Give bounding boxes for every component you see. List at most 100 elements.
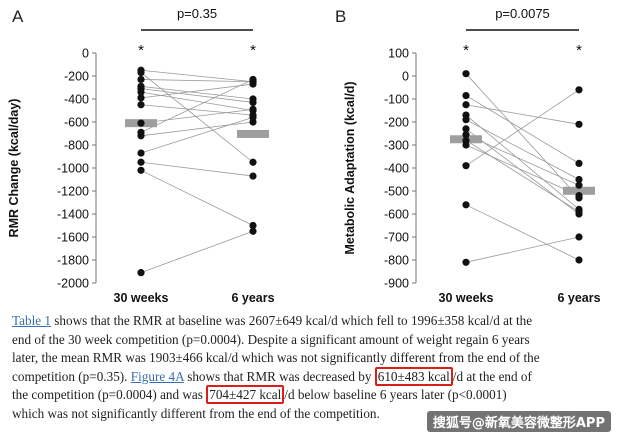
panel-a-y-tick-label: -1200 [57, 185, 89, 199]
panel-b-pair-line [465, 73, 580, 199]
panel-b-x-label-6-years: 6 years [557, 291, 600, 305]
panel-b-y-tick-label: 0 [402, 70, 409, 84]
panel-b-point-30-weeks [462, 141, 470, 149]
panel-a-point-30-weeks [137, 166, 145, 174]
panel-a-pair-line [140, 117, 254, 154]
panel-a-pair-line [140, 108, 254, 124]
panel-b-point-30-weeks [462, 131, 470, 139]
panel-b-point-30-weeks [462, 70, 470, 78]
panel-b-y-tick-label: -100 [384, 93, 409, 107]
panel-a-pair-line [140, 79, 254, 133]
panel-b-p-value: p=0.0075 [495, 6, 550, 21]
panel-b-point-6-years [575, 256, 583, 264]
panel-b-pair-line [465, 114, 580, 210]
panel-b-point-6-years [575, 175, 583, 184]
panel-b-point-30-weeks [462, 116, 470, 124]
panel-a-pair-line [140, 69, 254, 83]
panel-a-y-tick-label: -1400 [57, 208, 89, 222]
panel-b-point-30-weeks [462, 162, 470, 170]
highlight-box-610: 610±483 kcal [374, 366, 453, 386]
panel-a-y-tick-label: -1000 [57, 162, 89, 176]
panel-b-point-30-weeks [462, 91, 470, 100]
panel-b-point-6-years [575, 120, 583, 128]
panel-a-y-axis-title: RMR Change (kcal/day) [7, 99, 21, 238]
paragraph-line-2: end of the 30 week competition (p=0.0004… [12, 331, 530, 347]
panel-b-pair-line [465, 119, 580, 180]
panel-a-mean-bar-6-years [237, 129, 269, 138]
panel-a-y-tick-label: -400 [64, 93, 89, 107]
panel-a-y-tick-label: -1600 [57, 231, 89, 245]
panel-b-point-30-weeks [462, 101, 470, 109]
panel-a-y-tick-label: -2000 [57, 277, 89, 291]
watermark: 搜狐号@新氧美容微整形APP [426, 411, 611, 432]
panel-a-pair-line [140, 91, 254, 111]
panel-b-point-6-years [575, 208, 583, 216]
paragraph-line-3: later, the mean RMR was 1903±466 kcal/d … [12, 350, 540, 366]
panel-a-pair-line [140, 169, 254, 226]
panel-a-point-6-years [249, 98, 257, 107]
panel-b-point-6-years [575, 233, 583, 241]
panel-b-pair-line [465, 89, 580, 167]
panel-b-y-tick-label: -800 [384, 254, 409, 268]
panel-b-point-6-years [575, 192, 583, 200]
paragraph-line-5a: the competition (p=0.0004) and was [12, 387, 207, 403]
panel-a-point-30-weeks [137, 94, 145, 102]
panel-a-asterisk-6-years: * [250, 42, 256, 59]
panel-b-pair-line [465, 134, 580, 186]
table-1-link[interactable]: Table 1 [12, 313, 51, 328]
panel-a-pair-line [140, 72, 254, 163]
panel-a-pair-line [140, 83, 254, 99]
panel-a-panel-label: A [12, 7, 24, 26]
panel-b-y-axis-title: Metabolic Adaptation (kcal/d) [343, 81, 357, 254]
panel-a-asterisk-30-weeks: * [138, 42, 144, 59]
panel-a-point-30-weeks [137, 149, 145, 157]
panel-a-pair-line [140, 85, 254, 100]
paragraph-line-4e: /d at the end of [452, 368, 532, 384]
panel-a-pair-line [140, 104, 254, 116]
highlight-box-704: 704±427 kcal [206, 385, 285, 405]
panel-b-pair-line [465, 95, 580, 164]
panel-b-pair-line [465, 236, 580, 263]
paragraph-line-5c: /d below baseline 6 years later (p<0.000… [284, 387, 507, 403]
paragraph-line-6: which was not significantly different fr… [12, 405, 380, 421]
panel-a-point-30-weeks [137, 101, 145, 109]
panel-b-point-6-years [575, 159, 583, 167]
panel-a-point-30-weeks [137, 132, 145, 140]
panel-a-pair-line [140, 161, 254, 177]
panel-a-point-6-years [249, 227, 257, 235]
panel-a-point-6-years [249, 158, 257, 166]
panel-b-y-tick-label: -700 [384, 231, 409, 245]
panel-a-point-30-weeks [137, 88, 145, 96]
figure-4a-link[interactable]: Figure 4A [130, 368, 184, 384]
panel-a-y-tick-label: 0 [82, 47, 89, 61]
panel-a-point-6-years [249, 105, 257, 113]
panel-a-x-label-6-years: 6 years [231, 291, 274, 305]
panel-a-pair-line [140, 230, 254, 274]
body-paragraph: Table 1 shows that the RMR at baseline w… [12, 312, 612, 424]
panel-b-point-30-weeks [462, 258, 470, 266]
panel-b-y-tick-label: -200 [384, 116, 409, 130]
panel-b-pair-line [465, 104, 580, 125]
panel-a-y-tick-label: -1800 [57, 254, 89, 268]
panel-b-pair-line [465, 140, 580, 213]
panel-a-x-label-30-weeks: 30 weeks [114, 291, 169, 305]
panel-a-pair-line [140, 88, 254, 103]
panel-a-point-6-years [249, 221, 257, 230]
panel-b-asterisk-30-weeks: * [463, 42, 469, 59]
panel-b-y-tick-label: -900 [384, 277, 409, 291]
panel-b-y-tick-label: -400 [384, 162, 409, 176]
panel-b-y-tick-label: -600 [384, 208, 409, 222]
panel-b-point-6-years [575, 86, 583, 94]
panel-b-mean-bar-6-years [563, 186, 595, 195]
panel-a-point-6-years [249, 172, 257, 180]
panel-b-y-tick-label: 100 [388, 47, 409, 61]
panel-a-pair-line [140, 121, 254, 137]
paragraph-line-4c: shows that RMR was decreased by [183, 368, 375, 384]
panel-b-point-6-years [575, 181, 583, 189]
panel-a-point-6-years [249, 75, 257, 84]
panel-b-point-30-weeks [462, 125, 470, 133]
panel-b-panel-label: B [335, 7, 346, 26]
